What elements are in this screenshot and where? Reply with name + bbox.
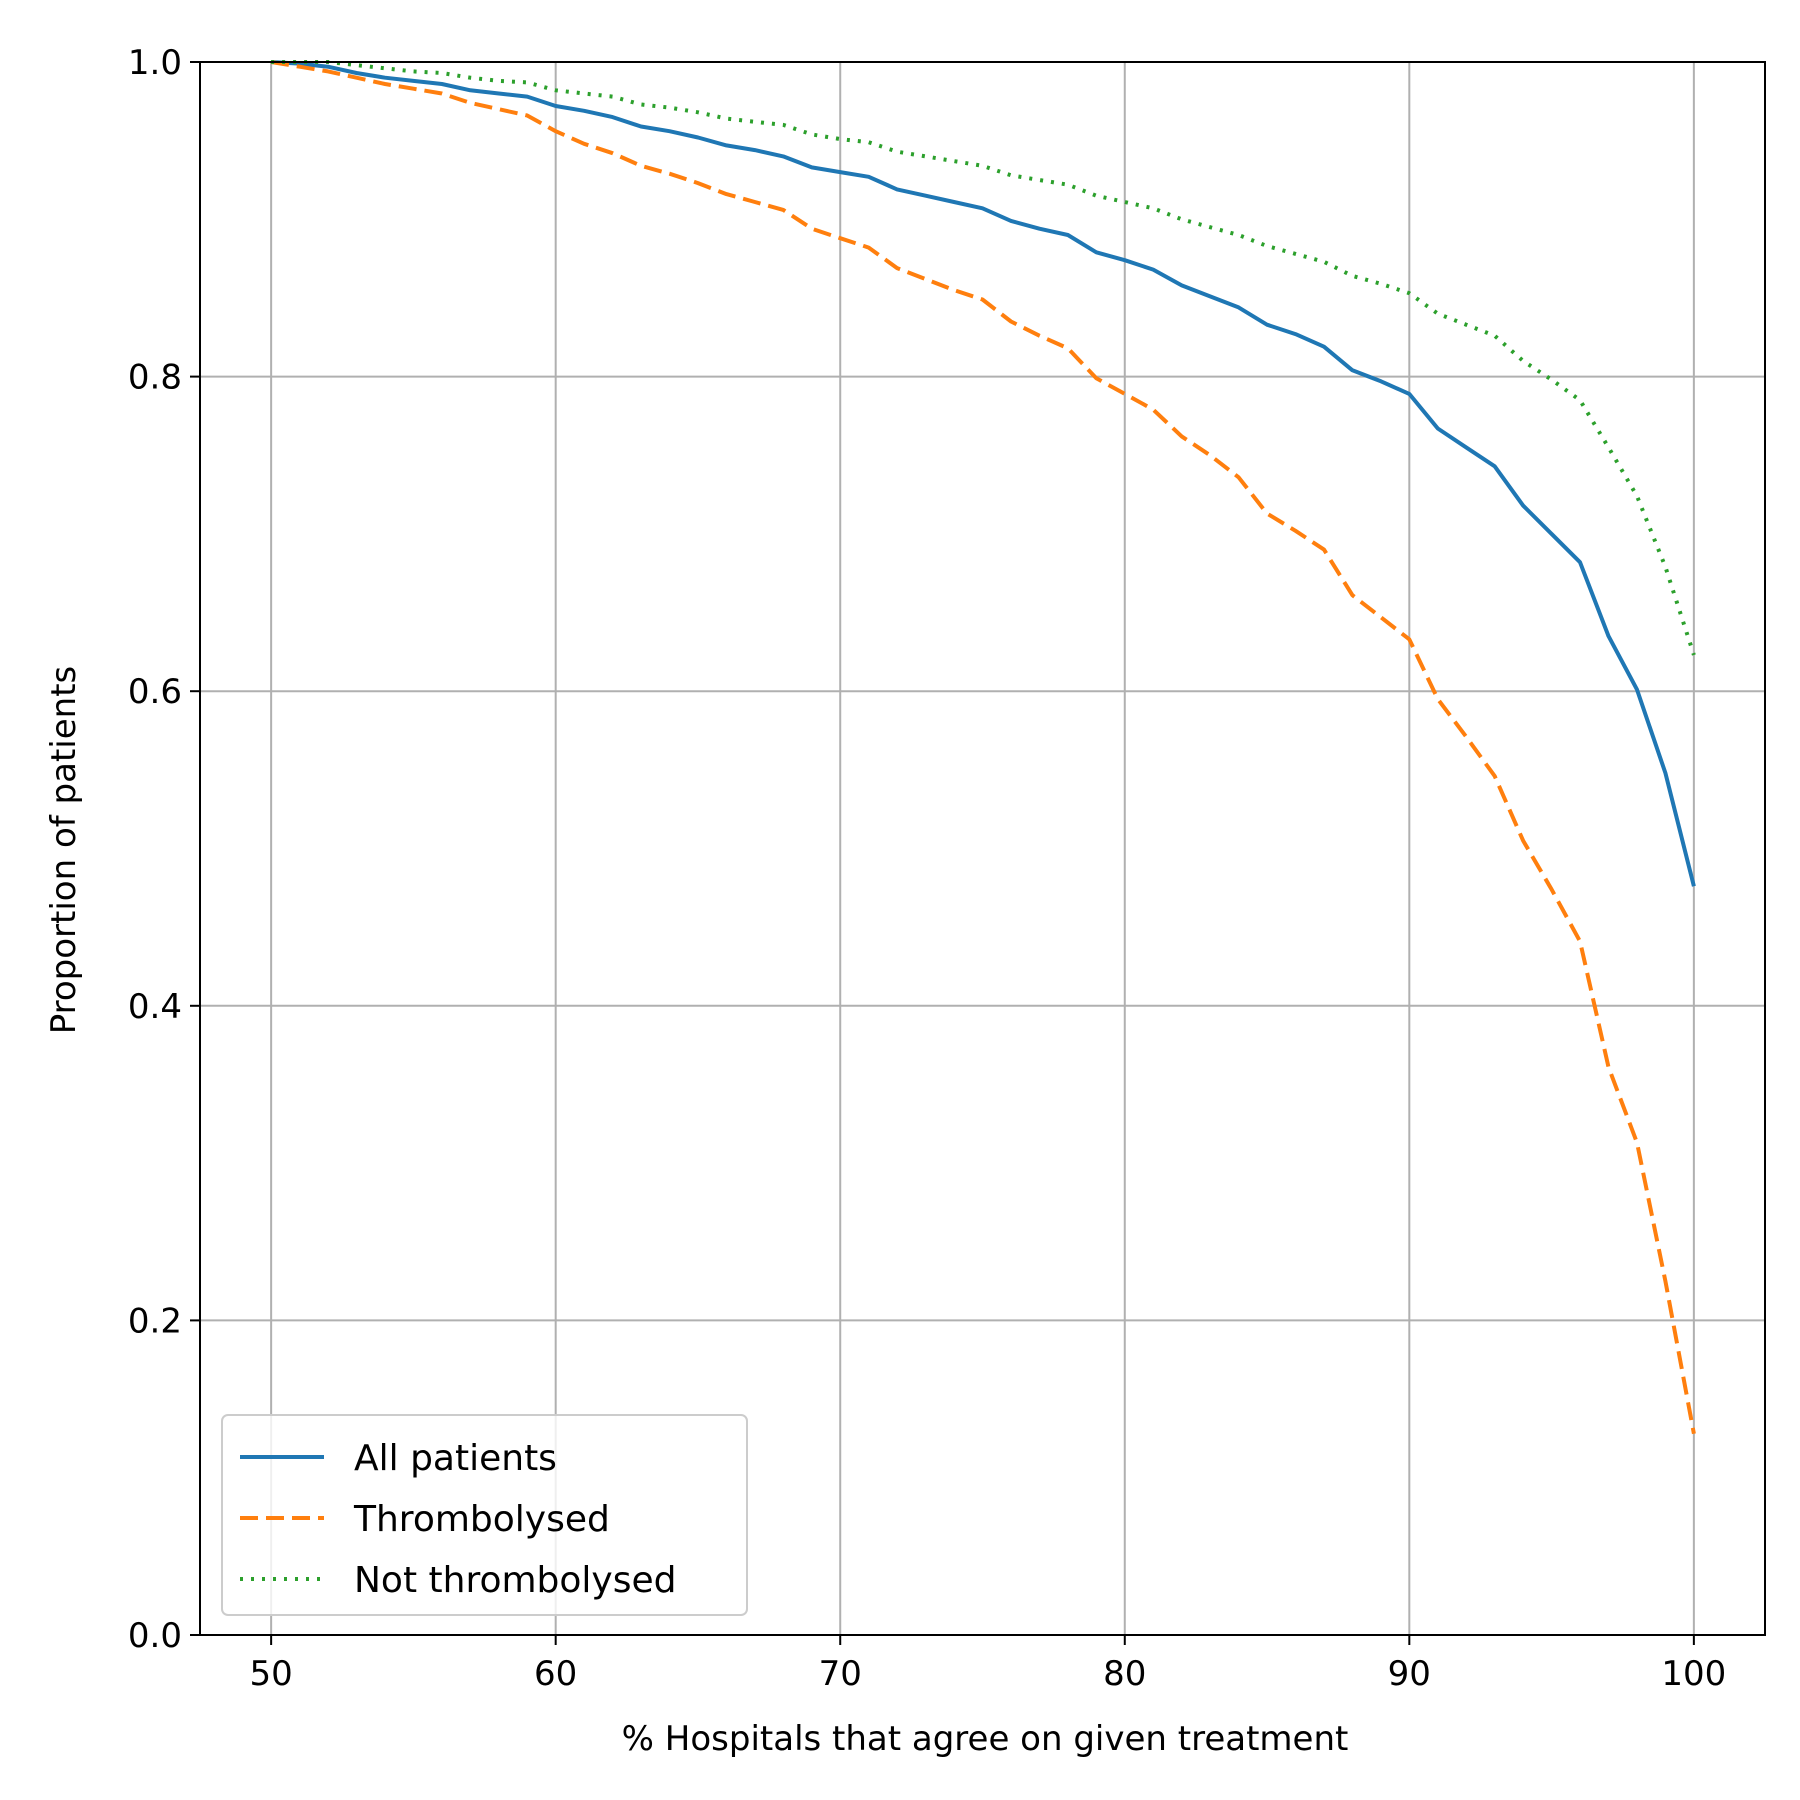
legend-label: Not thrombolysed [354, 1560, 677, 1601]
y-tick-label: 0.0 [128, 1616, 182, 1656]
x-tick-label: 50 [250, 1654, 293, 1694]
x-axis-label: % Hospitals that agree on given treatmen… [622, 1719, 1349, 1759]
y-axis-label: Proportion of patients [44, 666, 84, 1035]
x-tick-label: 80 [1103, 1654, 1146, 1694]
x-axis-ticks: 50 60 70 80 90 100 [250, 1635, 1726, 1694]
x-tick-label: 60 [534, 1654, 577, 1694]
legend: All patients Thrombolysed Not thrombolysed [221, 1414, 748, 1616]
y-axis-ticks: 0.0 0.2 0.4 0.6 0.8 1.0 [128, 43, 200, 1656]
series-line-all-patients [270, 60, 1696, 887]
series-line-not-thrombolysed [271, 60, 1696, 656]
x-tick-label: 90 [1388, 1654, 1431, 1694]
legend-box [221, 1414, 748, 1616]
y-tick-label: 0.8 [128, 358, 182, 398]
y-tick-label: 0.2 [128, 1301, 182, 1341]
x-tick-label: 100 [1661, 1654, 1726, 1694]
series-lines [270, 60, 1696, 1435]
y-tick-label: 0.4 [128, 987, 182, 1027]
y-tick-label: 0.6 [128, 672, 182, 712]
y-tick-label: 1.0 [128, 43, 182, 83]
legend-label: Thrombolysed [353, 1499, 610, 1540]
plot-frame [199, 61, 1766, 1636]
series-line-thrombolysed [270, 60, 1696, 1435]
legend-label: All patients [354, 1438, 557, 1479]
x-tick-label: 70 [819, 1654, 862, 1694]
